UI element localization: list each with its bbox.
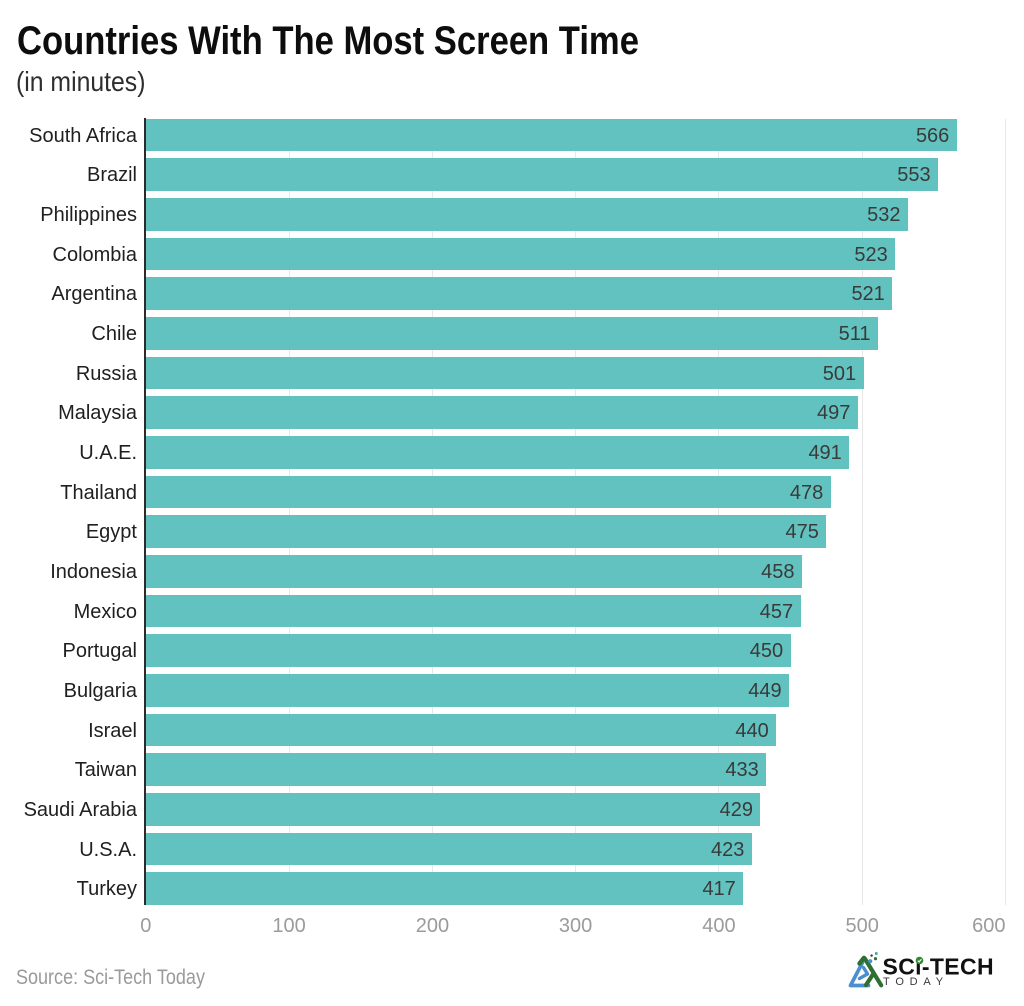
svg-text:TODAY: TODAY [883, 976, 949, 988]
svg-text:SCi-TECH: SCi-TECH [883, 953, 994, 979]
